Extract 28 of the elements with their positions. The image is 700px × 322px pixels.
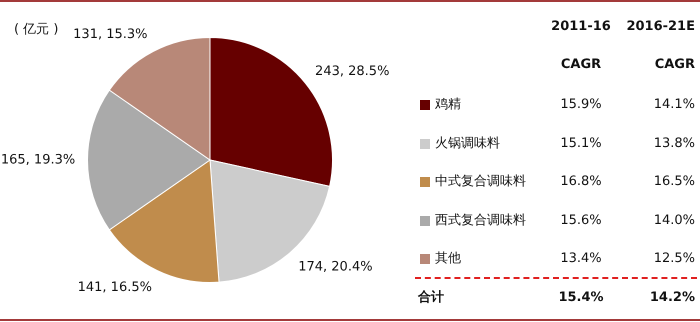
legend-label: 中式复合调味料 xyxy=(435,173,526,191)
data-label: 243, 28.5% xyxy=(315,64,390,79)
data-label: 174, 20.4% xyxy=(298,259,373,274)
text: 14.0% xyxy=(654,212,695,230)
text: 合计 xyxy=(418,289,444,307)
text: 13.8% xyxy=(654,134,695,152)
text: 13.4% xyxy=(559,250,603,268)
text: 15.1% xyxy=(559,134,603,152)
text: 2011-16 xyxy=(551,19,611,34)
data-label: 131, 15.3% xyxy=(73,27,148,42)
text: CAGR xyxy=(654,56,695,74)
text: 14.2% xyxy=(650,289,695,307)
text: 15.9% xyxy=(559,96,603,114)
legend-label: 火锅调味料 xyxy=(435,134,500,152)
text: 16.5% xyxy=(654,173,695,191)
text: 15.6% xyxy=(560,212,602,228)
legend-label: 其他 xyxy=(435,250,461,268)
text: 2016-21E xyxy=(626,18,695,36)
text: CAGR xyxy=(560,56,602,74)
legend-label: 鸡精 xyxy=(435,96,461,114)
legend-label: 西式复合调味料 xyxy=(435,212,526,230)
data-label: 141, 16.5% xyxy=(78,280,152,296)
text: 12.5% xyxy=(654,250,695,268)
data-label: 165, 19.3% xyxy=(0,152,76,168)
text: 15.4% xyxy=(557,289,605,307)
text: 14.1% xyxy=(654,96,695,114)
chart-subtitle: ( 亿元 ) xyxy=(14,21,58,39)
text: 16.8% xyxy=(560,174,602,189)
